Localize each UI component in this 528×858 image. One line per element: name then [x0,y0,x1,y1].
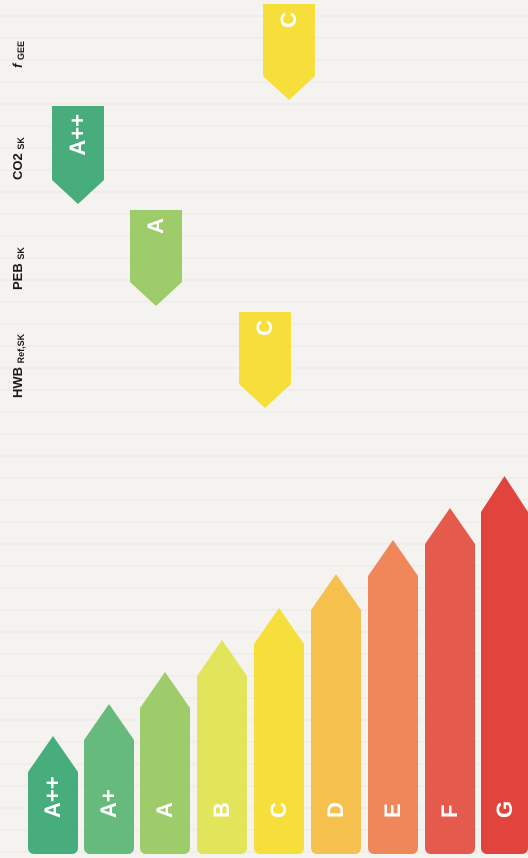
scale-bar-f: F [425,508,475,854]
header-co2: CO2 SK [10,137,26,180]
scale-bar-g: G [481,476,528,854]
scale-bar-a: A [140,672,190,854]
scale-label: A+ [96,789,121,818]
scale-bar-e: E [368,540,418,854]
header-hwb-name: HWB [10,366,25,398]
header-co2-name: CO2 [10,153,25,180]
scale-label: D [323,802,348,818]
header-peb: PEB SK [10,247,26,290]
header-peb-name: PEB [10,263,25,290]
header-fgee-name: f [10,63,25,68]
indicator-fgee-rating: C [276,12,301,28]
scale-bar-b: B [197,640,247,854]
header-fgee-sub: GEE [16,41,26,61]
scale-label: G [491,800,517,818]
scale-label: B [209,802,234,818]
scale-label: F [437,804,462,818]
scale-bar-d: D [311,574,361,854]
indicator-co2-rating: A++ [65,114,90,156]
indicator-hwb-rating: C [252,320,277,336]
header-peb-sub: SK [16,247,26,260]
header-hwb-sub: Ref,SK [16,333,26,364]
header-co2-sub: SK [16,137,26,150]
indicator-peb-rating: A [143,218,168,234]
header-fgee: f GEE [10,41,26,68]
scale-label: A++ [40,776,65,818]
scale-label: C [266,802,291,818]
scale-bar-c: C [254,608,304,854]
scale-label: E [380,803,405,818]
scale-bar-a-plus: A+ [84,704,134,854]
scale-label: A [152,802,177,818]
indicator-peb-arrow: A [130,210,182,306]
indicator-co2-arrow: A++ [52,106,104,204]
header-hwb: HWB Ref,SK [10,334,26,398]
